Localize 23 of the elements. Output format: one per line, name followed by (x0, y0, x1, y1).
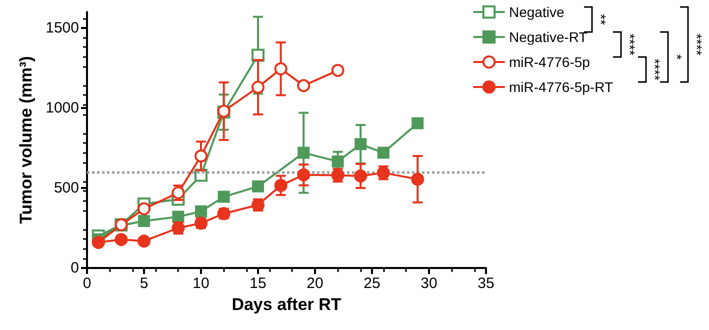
text: **** (689, 34, 705, 56)
y-tick-label: 1500 (46, 20, 79, 36)
y-tick-label: 1000 (46, 100, 79, 116)
x-tick-label: 10 (192, 275, 210, 292)
text: ** (593, 14, 609, 26)
y-tick-label: 0 (70, 260, 79, 276)
y-axis-title: Tumor volume (mm³) (16, 56, 36, 224)
y-tick-label: 500 (54, 180, 79, 196)
text: * (669, 54, 685, 60)
x-tick-label: 15 (250, 275, 266, 292)
x-tick-label: 0 (82, 275, 92, 292)
legend-label: Negative-RT (509, 29, 588, 45)
legend-label: Negative (509, 4, 564, 20)
legend-label: miR-4776-5p-RT (509, 79, 614, 95)
x-tick-label: 35 (478, 275, 494, 292)
x-tick-label: 30 (420, 275, 438, 292)
x-axis-title: Days after RT (232, 294, 342, 314)
x-tick-label: 25 (364, 275, 380, 292)
x-tick-label: 5 (140, 275, 148, 292)
x-tick-label: 20 (306, 275, 324, 292)
legend-label: miR-4776-5p (509, 54, 590, 70)
text: **** (622, 34, 638, 56)
text: **** (647, 58, 663, 81)
